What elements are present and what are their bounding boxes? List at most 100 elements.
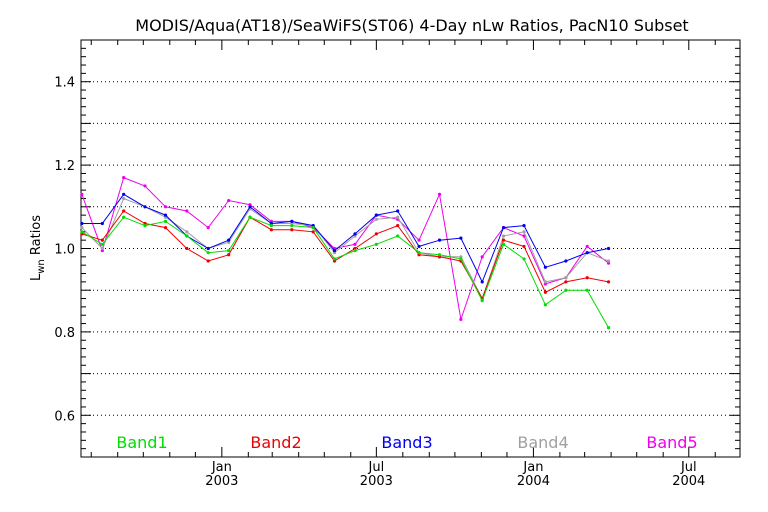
series-band3: [80, 192, 611, 284]
data-point: [206, 246, 210, 251]
data-point: [311, 230, 315, 234]
data-point: [227, 198, 231, 203]
data-point: [311, 226, 315, 230]
data-point: [143, 184, 147, 188]
data-point: [564, 288, 568, 292]
data-point: [227, 253, 231, 257]
series-line: [81, 197, 609, 300]
data-point: [143, 205, 147, 209]
y-tick-label: 0.6: [54, 409, 75, 424]
series-line: [81, 193, 609, 284]
data-point: [396, 209, 400, 213]
data-point: [80, 226, 84, 230]
data-point: [269, 228, 273, 232]
data-point: [480, 280, 484, 284]
data-point: [543, 303, 547, 307]
data-point: [522, 234, 526, 238]
data-point: [459, 236, 463, 240]
data-point: [163, 213, 168, 217]
data-point: [417, 251, 421, 255]
data-point: [163, 219, 168, 223]
data-point: [585, 251, 589, 255]
data-point: [227, 248, 231, 253]
legend-entry-band2: Band2: [250, 433, 301, 452]
data-point: [100, 246, 104, 251]
data-point: [543, 280, 547, 284]
data-point: [227, 238, 231, 242]
data-point: [564, 259, 568, 263]
data-point: [437, 238, 442, 242]
y-tick-label: 1.4: [54, 76, 75, 91]
data-point: [122, 209, 126, 213]
data-point: [522, 244, 526, 249]
data-point: [543, 265, 547, 269]
data-point: [185, 234, 189, 238]
data-point: [501, 238, 506, 242]
legend-entry-band4: Band4: [517, 433, 568, 452]
legend-entry-band1: Band1: [116, 433, 167, 452]
data-point: [522, 223, 526, 228]
y-axis: 0.6 0.8 1.0 1.2 1.4: [54, 39, 740, 458]
data-point: [248, 205, 252, 209]
data-point: [206, 251, 210, 255]
data-point: [332, 257, 337, 261]
legend-entry-band5: Band5: [646, 433, 697, 452]
series-group: [80, 176, 611, 330]
y-axis-label-sub: wn: [36, 259, 47, 274]
data-point: [501, 242, 506, 246]
data-point: [374, 217, 378, 221]
data-point: [290, 219, 294, 223]
data-point: [459, 317, 463, 321]
data-point: [353, 232, 357, 236]
data-point: [501, 234, 506, 238]
data-point: [80, 192, 84, 196]
data-point: [606, 259, 611, 263]
data-point: [269, 223, 273, 228]
data-point: [353, 242, 357, 246]
data-point: [522, 230, 526, 234]
x-tick-label-month: Jul: [680, 460, 697, 475]
data-point: [459, 257, 463, 261]
data-point: [143, 223, 147, 228]
data-point: [564, 276, 568, 280]
data-point: [480, 255, 484, 259]
legend: Band1 Band2 Band3 Band4 Band5: [116, 433, 697, 452]
data-point: [122, 215, 126, 219]
chart-title: MODIS/Aqua(AT18)/SeaWiFS(ST06) 4-Day nLw…: [135, 16, 688, 35]
data-point: [585, 276, 589, 280]
data-point: [437, 253, 442, 257]
data-point: [396, 215, 400, 219]
data-point: [290, 228, 294, 232]
data-point: [122, 176, 126, 180]
data-point: [417, 244, 421, 249]
data-point: [585, 244, 589, 249]
data-point: [501, 226, 506, 230]
data-point: [122, 192, 126, 196]
y-tick-label: 1.2: [54, 159, 75, 174]
data-point: [332, 248, 337, 253]
y-axis-label-rest: Ratios: [29, 215, 44, 260]
data-point: [543, 290, 547, 294]
data-point: [396, 223, 400, 228]
data-point: [100, 242, 104, 246]
series-band1: [80, 215, 611, 330]
data-point: [206, 259, 210, 263]
data-point: [606, 280, 611, 284]
x-tick-label-month: Jul: [368, 460, 385, 475]
data-point: [480, 299, 484, 303]
data-point: [100, 238, 104, 242]
data-point: [290, 223, 294, 228]
data-point: [522, 257, 526, 261]
data-point: [206, 226, 210, 230]
y-axis-label: Lwn Ratios: [29, 215, 47, 281]
data-point: [80, 230, 84, 234]
gridlines: [81, 81, 740, 416]
x-tick-label-month: Jan: [522, 460, 543, 475]
data-point: [248, 215, 252, 219]
x-tick-label-year: 2003: [360, 474, 393, 489]
x-tick-label-year: 2003: [205, 474, 238, 489]
legend-entry-band3: Band3: [381, 433, 432, 452]
data-point: [163, 226, 168, 230]
